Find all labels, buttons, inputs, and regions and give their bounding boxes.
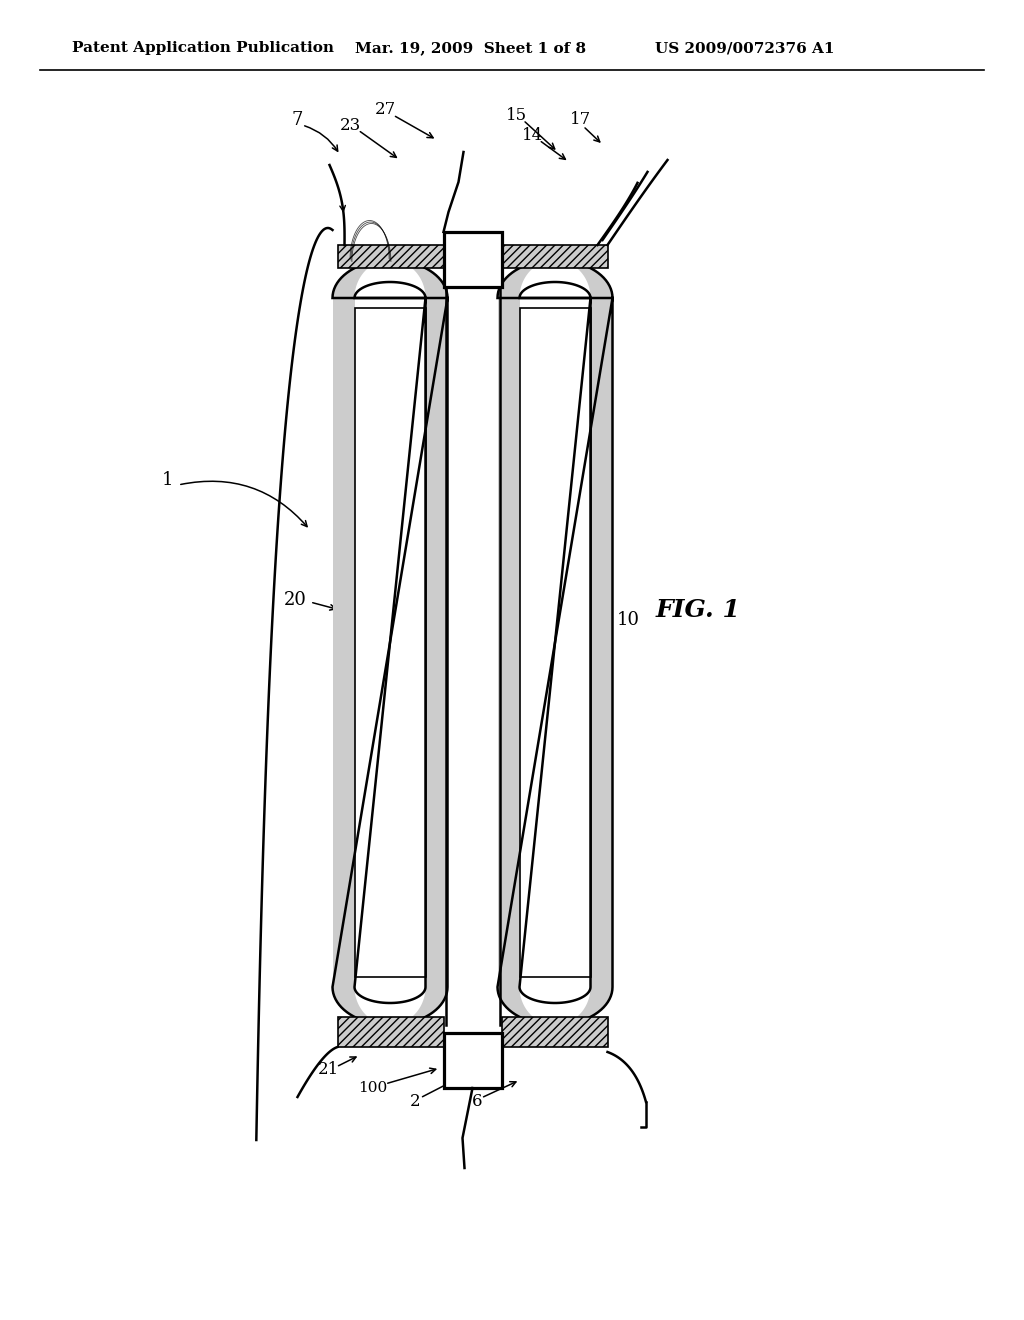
Text: 14: 14 [522,127,544,144]
Text: Patent Application Publication: Patent Application Publication [72,41,334,55]
Text: FIG. 1: FIG. 1 [656,598,741,622]
Polygon shape [354,308,426,977]
Text: 15: 15 [507,107,527,124]
Polygon shape [443,232,502,286]
Text: US 2009/0072376 A1: US 2009/0072376 A1 [655,41,835,55]
Text: 1: 1 [162,471,174,488]
Text: 7: 7 [291,111,303,129]
Polygon shape [498,987,612,1026]
Polygon shape [338,246,443,268]
Polygon shape [498,298,519,987]
Polygon shape [498,260,612,298]
Polygon shape [333,260,447,1024]
Polygon shape [519,308,591,977]
Text: 2: 2 [410,1093,420,1110]
Text: 17: 17 [570,111,592,128]
Text: 10: 10 [616,611,640,630]
Polygon shape [333,987,447,1026]
Polygon shape [498,260,612,1024]
Text: 6: 6 [472,1093,482,1110]
Text: 27: 27 [375,102,395,119]
Text: 20: 20 [284,591,306,609]
Polygon shape [591,298,612,987]
Polygon shape [502,1016,607,1047]
Polygon shape [502,246,607,268]
Text: 100: 100 [358,1081,388,1096]
Polygon shape [333,260,447,298]
Polygon shape [443,1034,502,1088]
Polygon shape [333,298,354,987]
Text: 23: 23 [339,116,360,133]
Polygon shape [426,298,447,987]
Text: 21: 21 [317,1061,339,1078]
Polygon shape [338,1016,443,1047]
Text: Mar. 19, 2009  Sheet 1 of 8: Mar. 19, 2009 Sheet 1 of 8 [355,41,586,55]
